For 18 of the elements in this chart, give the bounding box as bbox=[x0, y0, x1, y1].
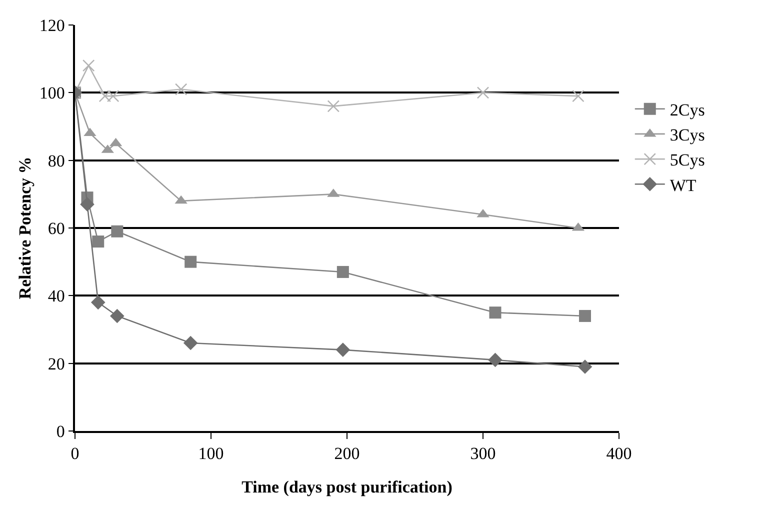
legend-label: 5Cys bbox=[670, 150, 705, 170]
x-tick-label: 400 bbox=[606, 444, 632, 464]
legend-label: 3Cys bbox=[670, 126, 705, 145]
x-tick-label: 300 bbox=[470, 444, 496, 464]
y-tick-label: 20 bbox=[48, 354, 65, 374]
y-tick-label: 40 bbox=[48, 286, 65, 306]
y-tick-label: 100 bbox=[39, 84, 65, 103]
y-tick-label: 120 bbox=[39, 16, 65, 35]
legend-label: WT bbox=[670, 176, 697, 195]
y-tick-label: 80 bbox=[48, 151, 65, 170]
x-tick-label: 0 bbox=[70, 444, 80, 464]
x-tick-label: 200 bbox=[334, 444, 360, 464]
y-axis-title: Relative Potency % bbox=[16, 156, 34, 300]
x-axis-title: Time (days post purification) bbox=[242, 478, 452, 496]
legend-label: 2Cys bbox=[670, 100, 705, 120]
x-tick-label: 100 bbox=[198, 444, 224, 464]
y-tick-label: 60 bbox=[48, 218, 65, 238]
y-tick-label: 0 bbox=[56, 422, 65, 441]
